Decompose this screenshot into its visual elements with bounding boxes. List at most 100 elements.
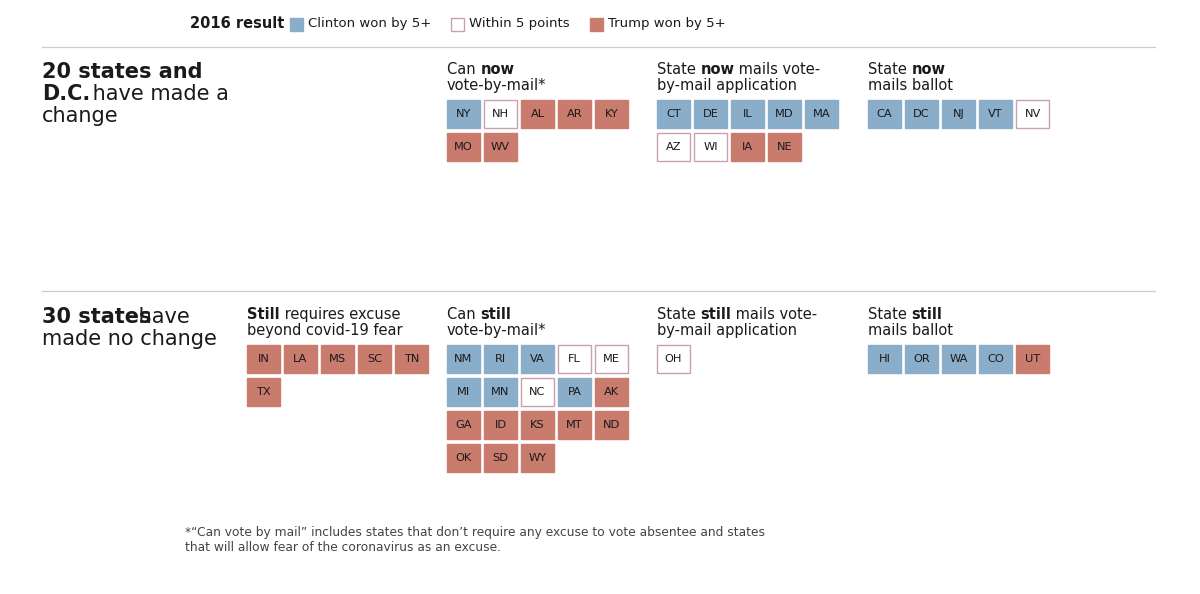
Text: mails vote-: mails vote- [731,307,817,322]
Bar [521,411,554,439]
Text: still: still [480,307,511,322]
Bar [658,345,690,373]
Text: WY: WY [528,453,546,463]
Bar [768,100,802,128]
Text: HI: HI [878,354,890,364]
Bar [521,378,554,406]
Text: still: still [912,307,942,322]
Text: by-mail application: by-mail application [658,323,797,338]
Bar [595,411,628,439]
Text: PA: PA [568,387,582,397]
Text: WA: WA [949,354,967,364]
Text: SC: SC [367,354,382,364]
Text: *“Can vote by mail” includes states that don’t require any excuse to vote absent: *“Can vote by mail” includes states that… [185,526,766,554]
Text: NM: NM [455,354,473,364]
Text: now: now [480,62,515,77]
Bar [694,100,727,128]
Bar [905,345,938,373]
Bar [942,100,974,128]
Text: CA: CA [877,109,893,119]
Text: State: State [868,62,912,77]
Text: Can: Can [446,62,480,77]
Bar [558,100,592,128]
Bar [595,100,628,128]
Text: UT: UT [1025,354,1040,364]
Text: vote-by-mail*: vote-by-mail* [446,78,546,93]
Bar [484,444,517,472]
Text: MO: MO [454,142,473,152]
Bar [558,345,592,373]
Text: OR: OR [913,354,930,364]
Text: NE: NE [776,142,792,152]
Text: LA: LA [293,354,307,364]
Bar [290,17,302,30]
Bar [284,345,317,373]
Bar [322,345,354,373]
Text: Within 5 points: Within 5 points [469,17,570,30]
Text: 20 states and: 20 states and [42,62,203,82]
Text: IA: IA [742,142,754,152]
Bar [484,378,517,406]
Bar [521,444,554,472]
Text: KY: KY [605,109,618,119]
Text: MT: MT [566,420,583,430]
Text: SD: SD [492,453,509,463]
Bar [658,100,690,128]
Text: by-mail application: by-mail application [658,78,797,93]
Bar [1016,100,1049,128]
Text: IL: IL [743,109,752,119]
Text: OK: OK [455,453,472,463]
Bar [979,345,1012,373]
Text: NJ: NJ [953,109,965,119]
Text: TX: TX [256,387,271,397]
Text: NH: NH [492,109,509,119]
Text: VA: VA [530,354,545,364]
Text: now: now [701,62,734,77]
Text: have made a: have made a [86,84,229,104]
Text: OH: OH [665,354,683,364]
Bar [446,100,480,128]
Bar [558,378,592,406]
Text: made no change: made no change [42,329,217,349]
Text: GA: GA [455,420,472,430]
Text: Still: Still [247,307,280,322]
Text: NY: NY [456,109,472,119]
Text: State: State [868,307,912,322]
Text: beyond covid-19 fear: beyond covid-19 fear [247,323,403,338]
Bar [694,133,727,161]
Bar [446,133,480,161]
Text: vote-by-mail*: vote-by-mail* [446,323,546,338]
Text: change: change [42,106,119,126]
Text: MA: MA [812,109,830,119]
Bar [247,378,280,406]
Bar [247,345,280,373]
Text: CO: CO [988,354,1004,364]
Text: Can: Can [446,307,480,322]
Bar [731,100,764,128]
Bar [979,100,1012,128]
Bar [868,345,901,373]
Bar [484,411,517,439]
Text: 30 states: 30 states [42,307,151,327]
Text: MN: MN [491,387,510,397]
Text: WI: WI [703,142,718,152]
Bar [805,100,838,128]
Text: RI: RI [494,354,506,364]
Bar [451,17,464,30]
Text: have: have [132,307,190,327]
Text: 2016 result: 2016 result [190,17,284,31]
Bar [868,100,901,128]
Text: MD: MD [775,109,794,119]
Bar [558,411,592,439]
Text: CT: CT [666,109,680,119]
Bar [595,345,628,373]
Bar [521,345,554,373]
Text: ID: ID [494,420,506,430]
Text: NC: NC [529,387,546,397]
Bar [446,345,480,373]
Bar [484,133,517,161]
Bar [1016,345,1049,373]
Text: TN: TN [404,354,419,364]
Bar [446,378,480,406]
Text: VT: VT [988,109,1003,119]
